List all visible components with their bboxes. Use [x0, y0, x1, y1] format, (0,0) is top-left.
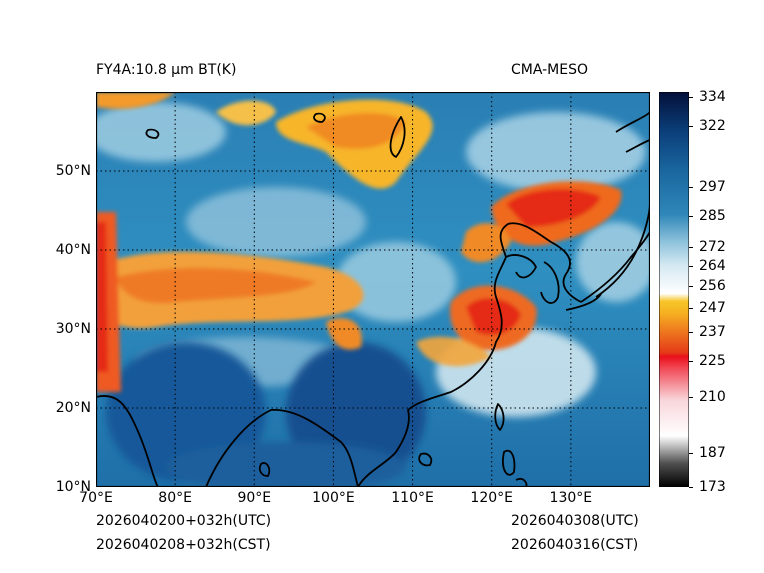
colorbar-tick-label: 225 [699, 352, 726, 369]
model-name: CMA-MESO [511, 62, 589, 78]
satellite-map [96, 92, 650, 487]
colorbar-tick-mark [689, 216, 693, 217]
colorbar-tick-mark [689, 332, 693, 333]
colorbar-tick-label: 322 [699, 117, 726, 134]
cold-cloud-tops [96, 92, 622, 392]
colorbar-tick-mark [689, 397, 693, 398]
lat-tick-label: 20°N [55, 400, 91, 416]
lon-tick-label: 70°E [79, 490, 113, 506]
lon-tick-label: 130°E [549, 490, 593, 506]
init-time-utc: 2026040200+032h(UTC) [96, 513, 272, 529]
map-frame [96, 92, 650, 487]
colorbar-fill [658, 91, 690, 488]
product-title: FY4A:10.8 µm BT(K) [96, 62, 237, 78]
colorbar-tick-label: 256 [699, 277, 726, 294]
warm-surface [106, 342, 426, 487]
colorbar-tick-mark [689, 187, 693, 188]
colorbar-tick-mark [689, 361, 693, 362]
lon-tick-label: 90°E [237, 490, 272, 506]
colorbar-tick-mark [689, 487, 693, 488]
colorbar-tick-label: 334 [699, 88, 726, 105]
colorbar-tick-mark [689, 286, 693, 287]
valid-time-cst: 2026040316(CST) [511, 537, 639, 553]
coastlines [96, 111, 650, 487]
lat-tick-label: 50°N [55, 163, 91, 179]
colorbar [658, 91, 690, 488]
colorbar-tick-label: 297 [699, 178, 726, 195]
init-time-cst: 2026040208+032h(CST) [96, 537, 271, 553]
lat-tick-label: 10°N [55, 479, 91, 495]
colorbar-tick-mark [689, 247, 693, 248]
lon-tick-label: 120°E [470, 490, 513, 506]
colorbar-tick-mark [689, 453, 693, 454]
valid-time-utc: 2026040308(UTC) [511, 513, 639, 529]
colorbar-tick-label: 247 [699, 299, 726, 316]
colorbar-tick-label: 173 [699, 479, 726, 495]
lon-tick-label: 110°E [391, 490, 434, 506]
colorbar-tick-label: 264 [699, 258, 726, 275]
colorbar-tick-mark [689, 97, 693, 98]
colorbar-tick-label: 210 [699, 389, 726, 406]
colorbar-tick-mark [689, 308, 693, 309]
lat-tick-label: 40°N [55, 242, 91, 258]
lat-tick-label: 30°N [55, 321, 91, 337]
colorbar-tick-label: 285 [699, 207, 726, 224]
lon-tick-label: 80°E [158, 490, 192, 506]
colorbar-tick-label: 187 [699, 445, 726, 462]
colorbar-tick-label: 237 [699, 323, 726, 340]
map-canvas [96, 92, 650, 487]
lon-tick-label: 100°E [312, 490, 355, 506]
colorbar-tick-mark [689, 126, 693, 127]
colorbar-ramp [658, 91, 690, 488]
colorbar-tick-label: 272 [699, 239, 726, 256]
colorbar-tick-mark [689, 266, 693, 267]
